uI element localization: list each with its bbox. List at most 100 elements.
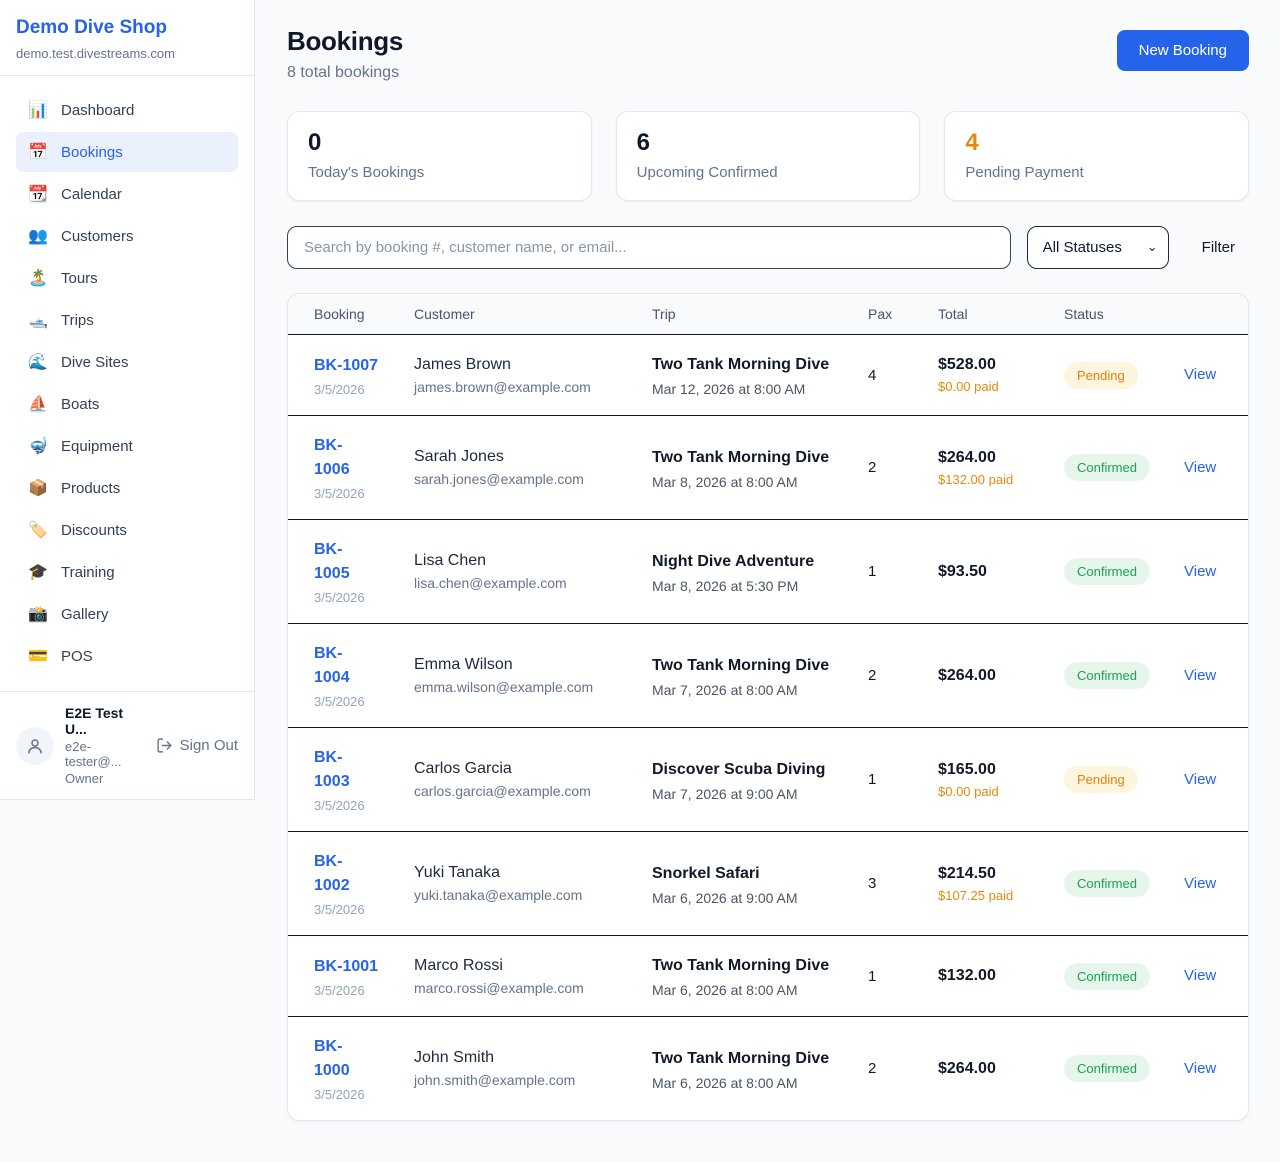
paid-amount: $132.00 paid [938,471,1014,487]
booking-id-link[interactable]: BK- 1000 [314,1038,350,1079]
sidebar-item-label: Dashboard [61,101,135,119]
table-row: BK- 1005 3/5/2026 Lisa Chen lisa.chen@ex… [288,519,1248,624]
trip-datetime: Mar 8, 2026 at 8:00 AM [652,473,798,490]
stat-label: Upcoming Confirmed [636,164,778,181]
stat-label: Today's Bookings [308,164,425,181]
paid-amount: $107.25 paid [938,887,1014,903]
sidebar-item-dive-sites[interactable]: 🌊 Dive Sites [16,342,238,382]
view-link[interactable]: View [1184,967,1217,984]
brand-name: Demo Dive Shop [16,17,167,38]
view-link[interactable]: View [1184,458,1217,476]
booking-date: 3/5/2026 [314,1087,365,1102]
view-link[interactable]: View [1184,874,1217,892]
booking-date: 3/5/2026 [314,694,365,709]
customer-email: marco.rossi@example.com [414,979,584,996]
trip-name: Two Tank Morning Dive [652,356,830,373]
sidebar-item-customers[interactable]: 👥 Customers [16,216,238,256]
status-select[interactable]: All Statuses [1026,226,1169,269]
view-link[interactable]: View [1184,770,1217,788]
package-icon: 📦 [28,480,48,497]
sidebar-item-tours[interactable]: 🏝️ Tours [16,258,238,298]
booking-id-link[interactable]: BK- 1004 [314,645,350,686]
booking-date: 3/5/2026 [314,381,365,397]
stat-value: 0 [308,129,322,156]
sidebar-item-label: Gallery [61,605,109,623]
booking-id-link[interactable]: BK- 1003 [314,749,350,790]
view-link[interactable]: View [1184,1059,1217,1077]
trip-datetime: Mar 6, 2026 at 8:00 AM [652,982,798,998]
bar-chart-icon: 📊 [28,102,48,119]
booking-date: 3/5/2026 [314,486,365,501]
sidebar-item-calendar[interactable]: 📆 Calendar [16,174,238,214]
booking-id-link[interactable]: BK- 1006 [314,437,350,478]
main-content: Bookings 8 total bookings New Booking 0 T… [255,0,1280,1151]
booking-id-link[interactable]: BK- 1005 [314,541,350,582]
customer-email: james.brown@example.com [414,378,591,395]
table-row: BK- 1004 3/5/2026 Emma Wilson emma.wilso… [288,623,1248,728]
brand: Demo Dive Shop demo.test.divestreams.com [0,0,254,76]
customer-email: yuki.tanaka@example.com [414,887,583,903]
page-header: Bookings 8 total bookings New Booking [287,26,1249,82]
sidebar-item-label: Products [61,479,121,497]
sidebar-item-label: Dive Sites [61,353,129,371]
table-row: BK- 1006 3/5/2026 Sarah Jones sarah.jone… [288,415,1248,520]
user-email: e2e-tester@... [65,739,122,769]
trip-name: Two Tank Morning Dive [652,448,830,466]
trip-name: Two Tank Morning Dive [652,656,830,674]
wave-icon: 🌊 [28,354,48,371]
status-badge: Pending [1064,766,1138,793]
total-amount: $214.50 [938,864,996,882]
status-badge: Confirmed [1064,1055,1150,1082]
status-badge: Confirmed [1064,662,1150,689]
trip-name: Two Tank Morning Dive [652,1049,830,1067]
pax-count: 2 [852,623,922,728]
brand-domain: demo.test.divestreams.com [16,46,175,61]
total-amount: $165.00 [938,760,996,778]
customer-name: Sarah Jones [414,448,504,465]
table-row: BK- 1003 3/5/2026 Carlos Garcia carlos.g… [288,727,1248,832]
user-info: E2E Test U... e2e-tester@... Owner [65,705,145,786]
booking-id-link[interactable]: BK-1001 [314,957,379,975]
booking-id-link[interactable]: BK- 1002 [314,853,350,894]
customer-name: Yuki Tanaka [414,864,500,881]
trip-datetime: Mar 6, 2026 at 8:00 AM [652,1074,798,1091]
view-link[interactable]: View [1184,366,1217,383]
sidebar-item-training[interactable]: 🎓 Training [16,552,238,592]
sidebar-item-bookings[interactable]: 📅 Bookings [16,132,238,172]
sidebar-item-dashboard[interactable]: 📊 Dashboard [16,90,238,130]
pax-count: 2 [852,415,922,520]
graduation-cap-icon: 🎓 [28,564,48,581]
sidebar-item-trips[interactable]: 🛥️ Trips [16,300,238,340]
user-name: E2E Test U... [65,705,124,737]
status-badge: Confirmed [1064,454,1150,481]
total-amount: $132.00 [938,967,996,984]
sidebar-item-discounts[interactable]: 🏷️ Discounts [16,510,238,550]
sidebar-item-label: Equipment [61,437,133,455]
pax-count: 2 [852,1016,922,1120]
customer-email: emma.wilson@example.com [414,679,594,695]
sidebar-item-boats[interactable]: ⛵ Boats [16,384,238,424]
view-link[interactable]: View [1184,562,1217,580]
sidebar-item-gallery[interactable]: 📸 Gallery [16,594,238,634]
sign-out-button[interactable]: Sign Out [156,737,238,754]
total-amount: $93.50 [938,562,987,580]
status-select-wrap: All Statuses ⌄ [1026,226,1169,269]
motorboat-icon: 🛥️ [28,312,48,329]
sidebar-item-pos[interactable]: 💳 POS [16,636,238,676]
sidebar-item-equipment[interactable]: 🤿 Equipment [16,426,238,466]
trip-name: Night Dive Adventure [652,552,815,570]
page-subtitle: 8 total bookings [287,64,400,81]
view-link[interactable]: View [1184,666,1217,684]
new-booking-button[interactable]: New Booking [1116,30,1249,71]
sidebar-item-products[interactable]: 📦 Products [16,468,238,508]
sidebar-item-label: POS [61,647,93,665]
pax-count: 1 [852,727,922,832]
filter-button[interactable]: Filter [1201,239,1235,256]
island-icon: 🏝️ [28,270,48,287]
search-input[interactable] [287,226,1011,269]
stat-card-today-s-bookings: 0 Today's Bookings [287,111,592,201]
status-badge: Pending [1064,361,1138,389]
bookings-table: Booking Customer Trip Pax Total Status B… [288,294,1248,1120]
booking-id-link[interactable]: BK-1007 [314,356,379,374]
booking-date: 3/5/2026 [314,590,365,605]
